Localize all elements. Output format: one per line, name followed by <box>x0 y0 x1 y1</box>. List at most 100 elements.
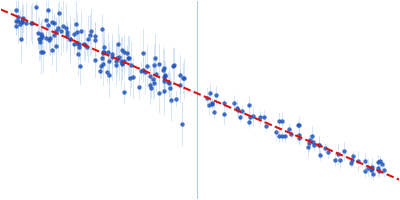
Point <box>176 84 183 87</box>
Point <box>35 32 41 35</box>
Point <box>207 91 213 94</box>
Point <box>365 166 372 169</box>
Point <box>304 145 311 148</box>
Point <box>18 37 24 41</box>
Point <box>262 124 269 128</box>
Point <box>348 159 355 162</box>
Point <box>234 108 241 112</box>
Point <box>377 160 384 163</box>
Point <box>128 63 135 66</box>
Point <box>140 51 146 54</box>
Point <box>176 73 183 76</box>
Point <box>78 29 84 32</box>
Point <box>276 134 282 138</box>
Point <box>46 36 53 40</box>
Point <box>153 72 160 75</box>
Point <box>246 115 253 118</box>
Point <box>317 154 323 157</box>
Point <box>369 165 375 168</box>
Point <box>161 80 167 83</box>
Point <box>50 22 57 25</box>
Point <box>100 51 106 54</box>
Point <box>282 135 288 138</box>
Point <box>83 45 90 49</box>
Point <box>14 16 21 19</box>
Point <box>121 50 127 53</box>
Point <box>19 20 25 23</box>
Point <box>375 160 381 164</box>
Point <box>67 38 74 41</box>
Point <box>261 115 268 118</box>
Point <box>160 75 167 78</box>
Point <box>17 22 23 26</box>
Point <box>150 77 156 80</box>
Point <box>337 159 343 162</box>
Point <box>126 56 133 60</box>
Point <box>125 56 131 59</box>
Point <box>180 76 186 79</box>
Point <box>88 29 94 33</box>
Point <box>375 169 382 172</box>
Point <box>316 143 322 147</box>
Point <box>112 63 119 66</box>
Point <box>13 9 20 12</box>
Point <box>204 96 210 99</box>
Point <box>166 87 173 90</box>
Point <box>98 56 105 59</box>
Point <box>230 101 237 105</box>
Point <box>208 102 215 105</box>
Point <box>118 59 124 63</box>
Point <box>316 144 322 147</box>
Point <box>106 60 112 63</box>
Point <box>112 59 119 63</box>
Point <box>205 103 212 106</box>
Point <box>119 62 125 66</box>
Point <box>38 32 44 36</box>
Point <box>172 97 179 101</box>
Point <box>76 42 82 45</box>
Point <box>13 20 20 23</box>
Point <box>138 69 144 72</box>
Point <box>332 158 338 161</box>
Point <box>375 166 382 169</box>
Point <box>147 83 153 87</box>
Point <box>286 128 292 131</box>
Point <box>119 62 126 65</box>
Point <box>92 34 98 38</box>
Point <box>273 131 280 134</box>
Point <box>127 77 134 80</box>
Point <box>99 50 106 53</box>
Point <box>362 160 368 163</box>
Point <box>370 172 376 175</box>
Point <box>36 37 42 40</box>
Point <box>37 40 44 43</box>
Point <box>147 74 153 77</box>
Point <box>310 140 316 143</box>
Point <box>45 8 52 11</box>
Point <box>87 33 94 36</box>
Point <box>104 70 110 73</box>
Point <box>40 50 46 53</box>
Point <box>309 135 315 138</box>
Point <box>49 20 55 24</box>
Point <box>246 103 252 106</box>
Point <box>63 26 70 30</box>
Point <box>118 48 125 52</box>
Point <box>168 98 174 101</box>
Point <box>45 23 51 27</box>
Point <box>53 44 59 47</box>
Point <box>130 76 136 79</box>
Point <box>162 74 168 77</box>
Point <box>29 22 35 25</box>
Point <box>64 30 70 34</box>
Point <box>234 107 240 110</box>
Point <box>77 64 83 68</box>
Point <box>75 53 82 56</box>
Point <box>60 24 66 27</box>
Point <box>71 33 78 36</box>
Point <box>116 56 123 59</box>
Point <box>92 58 98 61</box>
Point <box>278 135 285 138</box>
Point <box>136 85 142 88</box>
Point <box>38 51 44 54</box>
